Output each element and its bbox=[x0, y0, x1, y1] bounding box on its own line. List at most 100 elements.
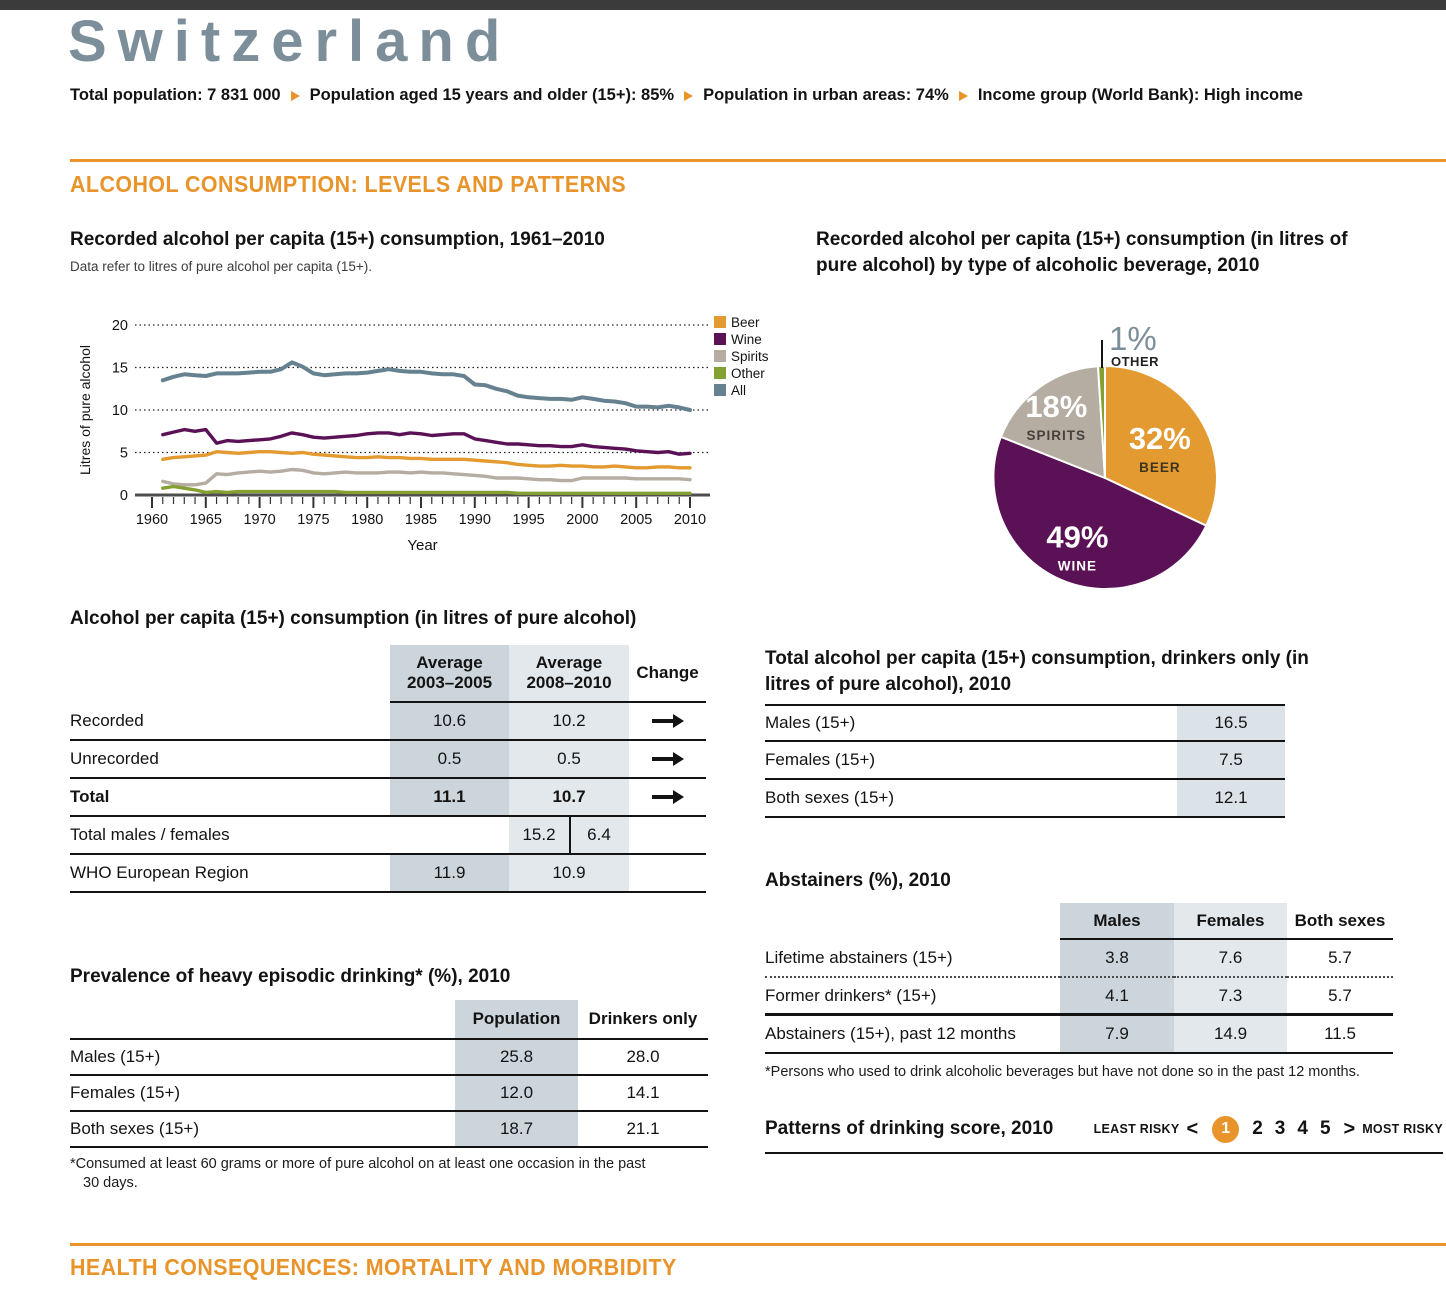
abstainers-header-both-sexes: Both sexes bbox=[1287, 903, 1393, 940]
patterns-of-drinking-row: Patterns of drinking score, 2010 LEAST R… bbox=[765, 1106, 1443, 1154]
apc-value: 10.7 bbox=[509, 779, 629, 817]
heavy-value: 14.1 bbox=[578, 1076, 708, 1112]
drinkers-value: 12.1 bbox=[1177, 780, 1285, 818]
y-tick-label: 15 bbox=[112, 361, 128, 377]
abstainers-footnote: *Persons who used to drink alcoholic bev… bbox=[765, 1064, 1360, 1080]
x-tick-label: 1990 bbox=[459, 512, 491, 528]
series-line-wine bbox=[161, 427, 692, 456]
population-stats-line: Total population: 7 831 000 Population a… bbox=[70, 86, 1303, 105]
abstainers-value: 5.7 bbox=[1287, 978, 1393, 1016]
legend-swatch-all bbox=[714, 384, 726, 396]
apc-header-avg-2003-2005: Average 2003–2005 bbox=[390, 645, 509, 703]
drinkers-value: 16.5 bbox=[1177, 704, 1285, 742]
heavy-drinking-table-title: Prevalence of heavy episodic drinking* (… bbox=[70, 966, 511, 987]
legend-swatch-beer bbox=[714, 316, 726, 328]
apc-change-cell bbox=[629, 741, 706, 779]
drinking-score-4: 4 bbox=[1297, 1118, 1308, 1139]
apc-row-label: Total males / females bbox=[70, 817, 390, 855]
drinkers-only-table-title: Total alcohol per capita (15+) consumpti… bbox=[765, 648, 1309, 695]
abstainers-table: Males Females Both sexes Lifetime abstai… bbox=[765, 903, 1393, 1054]
most-risky-label: MOST RISKY bbox=[1362, 1122, 1443, 1136]
abstainers-header-females: Females bbox=[1174, 903, 1287, 940]
pie-name-label: BEER bbox=[1139, 460, 1181, 475]
drinking-score-1-active: 1 bbox=[1212, 1115, 1240, 1143]
legend-swatch-other bbox=[714, 367, 726, 379]
apc-header-blank bbox=[70, 645, 390, 703]
y-axis-label: Litres of pure alcohol bbox=[77, 345, 93, 475]
stat-income-group: Income group (World Bank): High income bbox=[977, 86, 1303, 104]
pie-pct-label: 18% bbox=[1025, 389, 1087, 424]
drinking-score-3: 3 bbox=[1274, 1118, 1286, 1139]
apc-row-label: Unrecorded bbox=[70, 741, 390, 779]
apc-value: 11.1 bbox=[390, 779, 509, 817]
drinkers-row-label: Females (15+) bbox=[765, 742, 1177, 780]
abstainers-value: 11.5 bbox=[1287, 1016, 1393, 1054]
apc-table: Average 2003–2005 Average 2008–2010 Chan… bbox=[70, 645, 706, 893]
stat-population-15plus: Population aged 15 years and older (15+)… bbox=[309, 86, 675, 104]
line-chart-title: Recorded alcohol per capita (15+) consum… bbox=[70, 229, 605, 250]
stat-separator-arrow-icon bbox=[684, 90, 694, 101]
stat-separator-arrow-icon bbox=[958, 90, 968, 101]
drinkers-value: 7.5 bbox=[1177, 742, 1285, 780]
series-line-other bbox=[161, 484, 692, 496]
abstainers-value: 14.9 bbox=[1174, 1016, 1287, 1054]
apc-males-value: 15.2 bbox=[522, 825, 556, 844]
line-chart-subtitle: Data refer to litres of pure alcohol per… bbox=[70, 259, 373, 274]
abstainers-value: 3.8 bbox=[1060, 940, 1174, 978]
x-tick-label: 2010 bbox=[674, 512, 706, 528]
legend-label: Wine bbox=[731, 332, 762, 347]
heavy-row-label: Males (15+) bbox=[70, 1040, 455, 1076]
apc-value: 10.9 bbox=[509, 855, 629, 893]
abstainers-value: 7.9 bbox=[1060, 1016, 1174, 1054]
heavy-row-label: Females (15+) bbox=[70, 1076, 455, 1112]
pie-chart-title: Recorded alcohol per capita (15+) consum… bbox=[816, 229, 1348, 276]
section-title-health: HEALTH CONSEQUENCES: MORTALITY AND MORBI… bbox=[70, 1254, 677, 1280]
series-line-all bbox=[160, 360, 692, 412]
abstainers-value: 7.6 bbox=[1174, 940, 1287, 978]
stable-trend-arrow-icon bbox=[651, 790, 684, 803]
x-axis-label: Year bbox=[407, 537, 437, 554]
apc-value: 10.2 bbox=[509, 703, 629, 741]
apc-empty-cell bbox=[390, 817, 509, 855]
heavy-value: 25.8 bbox=[455, 1040, 578, 1076]
heavy-value: 21.1 bbox=[578, 1112, 708, 1148]
x-tick-label: 2005 bbox=[620, 512, 652, 528]
drinkers-row-label: Males (15+) bbox=[765, 704, 1177, 742]
x-tick-label: 1985 bbox=[405, 512, 437, 528]
stat-total-population: Total population: 7 831 000 bbox=[70, 86, 281, 104]
legend-label: Other bbox=[731, 366, 765, 381]
abstainers-value: 5.7 bbox=[1287, 940, 1393, 978]
drinking-score-2: 2 bbox=[1252, 1118, 1263, 1139]
y-tick-label: 0 bbox=[120, 488, 128, 504]
apc-females-value: 6.4 bbox=[587, 825, 611, 844]
least-risky-label: LEAST RISKY bbox=[1093, 1122, 1180, 1136]
heavy-row-label: Both sexes (15+) bbox=[70, 1112, 455, 1148]
legend-swatch-wine bbox=[714, 333, 726, 345]
x-tick-label: 1975 bbox=[297, 512, 329, 528]
apc-value: 0.5 bbox=[390, 741, 509, 779]
heavy-value: 28.0 bbox=[578, 1040, 708, 1076]
heavy-drinking-footnote: *Consumed at least 60 grams or more of p… bbox=[70, 1156, 646, 1191]
pie-pct-label: 32% bbox=[1129, 421, 1191, 456]
series-line-beer bbox=[161, 449, 692, 470]
apc-change-cell bbox=[629, 703, 706, 741]
heavy-value: 12.0 bbox=[455, 1076, 578, 1112]
top-bar bbox=[0, 0, 1446, 10]
stable-trend-arrow-icon bbox=[651, 714, 684, 727]
greater-than-icon: > bbox=[1343, 1117, 1356, 1140]
heavy-header-population: Population bbox=[455, 1000, 578, 1040]
apc-value: 10.6 bbox=[390, 703, 509, 741]
pie-name-label-other: OTHER bbox=[1111, 354, 1159, 369]
pie-name-label: WINE bbox=[1058, 559, 1097, 574]
apc-males-females-split-cell: 15.2 6.4 bbox=[509, 817, 629, 855]
x-tick-label: 1995 bbox=[512, 512, 544, 528]
abstainers-row-label: Abstainers (15+), past 12 months bbox=[765, 1016, 1060, 1054]
abstainers-header-males: Males bbox=[1060, 903, 1174, 940]
apc-row-label: Total bbox=[70, 779, 390, 817]
abstainers-row-label: Lifetime abstainers (15+) bbox=[765, 940, 1060, 978]
drinking-score-5: 5 bbox=[1319, 1118, 1331, 1139]
section-title-consumption: ALCOHOL CONSUMPTION: LEVELS AND PATTERNS bbox=[70, 171, 627, 197]
apc-table-title: Alcohol per capita (15+) consumption (in… bbox=[70, 608, 637, 629]
apc-value: 0.5 bbox=[509, 741, 629, 779]
